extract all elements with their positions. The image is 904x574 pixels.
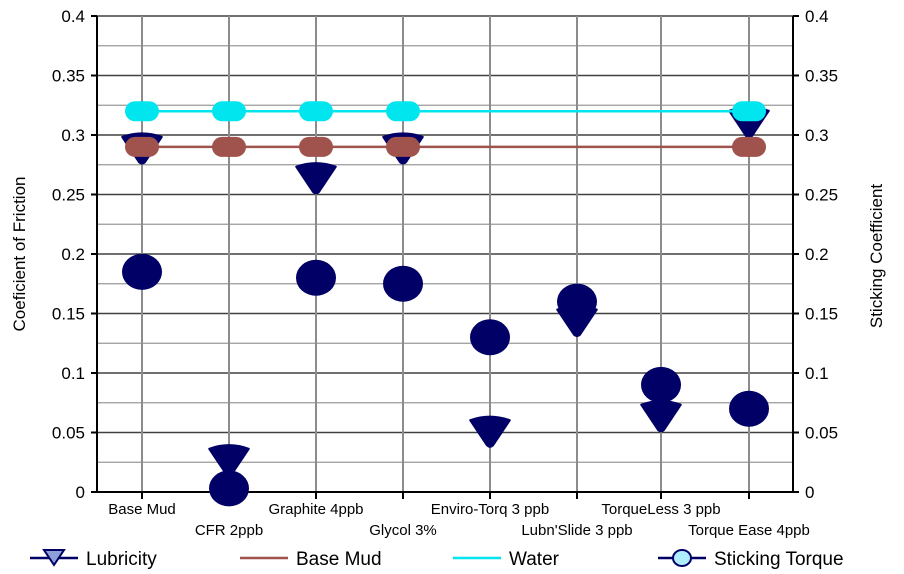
x-category-label: Glycol 3% xyxy=(369,522,437,539)
legend-label: Sticking Torque xyxy=(714,549,844,570)
data-point xyxy=(383,265,423,302)
y-axis-title-right: Sticking Coefficient xyxy=(867,184,886,329)
x-category-label: Graphite 4ppb xyxy=(268,501,363,518)
y-tick-label-left: 0.25 xyxy=(52,186,85,205)
y-tick-label-right: 0.4 xyxy=(805,7,829,26)
x-category-label: Enviro-Torq 3 ppb xyxy=(431,501,549,518)
x-category-label: Base Mud xyxy=(108,501,176,518)
y-tick-label-right: 0.15 xyxy=(805,305,838,324)
data-point xyxy=(295,162,337,195)
x-category-label: CFR 2ppb xyxy=(195,522,263,539)
data-point xyxy=(122,253,162,290)
y-tick-label-right: 0.35 xyxy=(805,67,838,86)
legend-swatch-marker xyxy=(42,549,66,567)
y-tick-label-left: 0.4 xyxy=(61,7,85,26)
x-category-label: Lubn'Slide 3 ppb xyxy=(521,522,632,539)
series xyxy=(121,101,770,507)
legend-item-lubricity: Lubricity xyxy=(30,549,157,570)
data-point xyxy=(557,283,597,320)
y-tick-label-right: 0.3 xyxy=(805,126,829,145)
y-tick-label-right: 0.1 xyxy=(805,364,829,383)
line-point-marker xyxy=(386,101,420,122)
legend-label: Base Mud xyxy=(296,549,382,570)
line-point-marker xyxy=(299,136,333,157)
series-base-mud xyxy=(125,136,766,157)
data-point xyxy=(641,366,681,403)
y-tick-label-right: 0 xyxy=(805,483,814,502)
data-point xyxy=(209,470,249,507)
x-category-label: Torque Ease 4ppb xyxy=(688,522,810,539)
series-lubricity xyxy=(121,106,770,477)
y-tick-label-left: 0.3 xyxy=(61,126,85,145)
data-point xyxy=(470,319,510,356)
legend-item-sticking-torque: Sticking Torque xyxy=(658,549,844,570)
y-tick-label-right: 0.2 xyxy=(805,245,829,264)
line-point-marker xyxy=(386,136,420,157)
legend-item-water: Water xyxy=(453,549,560,570)
line-point-marker xyxy=(732,101,766,122)
y-tick-label-left: 0.35 xyxy=(52,67,85,86)
line-point-marker xyxy=(212,136,246,157)
legend-item-base-mud: Base Mud xyxy=(240,549,382,570)
y-axis-title-left: Coeficient of Friction xyxy=(10,177,29,332)
y-tick-label-right: 0.05 xyxy=(805,424,838,443)
x-category-label: TorqueLess 3 ppb xyxy=(601,501,720,518)
series-sticking-torque xyxy=(122,253,769,507)
line-point-marker xyxy=(299,101,333,122)
y-tick-label-left: 0.15 xyxy=(52,305,85,324)
line-point-marker xyxy=(212,101,246,122)
axes xyxy=(91,15,799,499)
data-point xyxy=(729,390,769,427)
legend-label: Lubricity xyxy=(86,549,157,570)
line-point-marker xyxy=(125,136,159,157)
legend: Lubricity Base Mud Water Sticking Torque xyxy=(30,549,844,570)
legend-swatch-marker xyxy=(672,549,692,567)
data-point xyxy=(640,400,682,433)
grid xyxy=(97,15,793,493)
data-point xyxy=(469,415,511,448)
y-tick-label-left: 0.1 xyxy=(61,364,85,383)
line-point-marker xyxy=(125,101,159,122)
y-tick-label-right: 0.25 xyxy=(805,186,838,205)
line-point-marker xyxy=(732,136,766,157)
y-tick-label-left: 0.2 xyxy=(61,245,85,264)
y-tick-label-left: 0 xyxy=(76,483,85,502)
series-water xyxy=(125,101,766,122)
data-point xyxy=(296,259,336,296)
legend-label: Water xyxy=(509,549,560,570)
y-tick-label-left: 0.05 xyxy=(52,424,85,443)
labels: 0 0 0.05 0.05 0.1 0.1 0.15 0.15 0.2 0.2 0.25 0.25 0.… xyxy=(52,7,838,539)
